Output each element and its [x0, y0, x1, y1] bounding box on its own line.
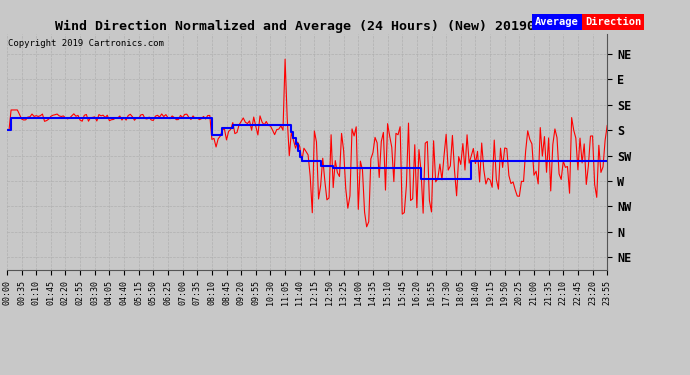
Text: Direction: Direction: [585, 17, 642, 27]
Title: Wind Direction Normalized and Average (24 Hours) (New) 20190201: Wind Direction Normalized and Average (2…: [55, 20, 559, 33]
Text: Average: Average: [535, 17, 578, 27]
Text: Copyright 2019 Cartronics.com: Copyright 2019 Cartronics.com: [8, 39, 164, 48]
